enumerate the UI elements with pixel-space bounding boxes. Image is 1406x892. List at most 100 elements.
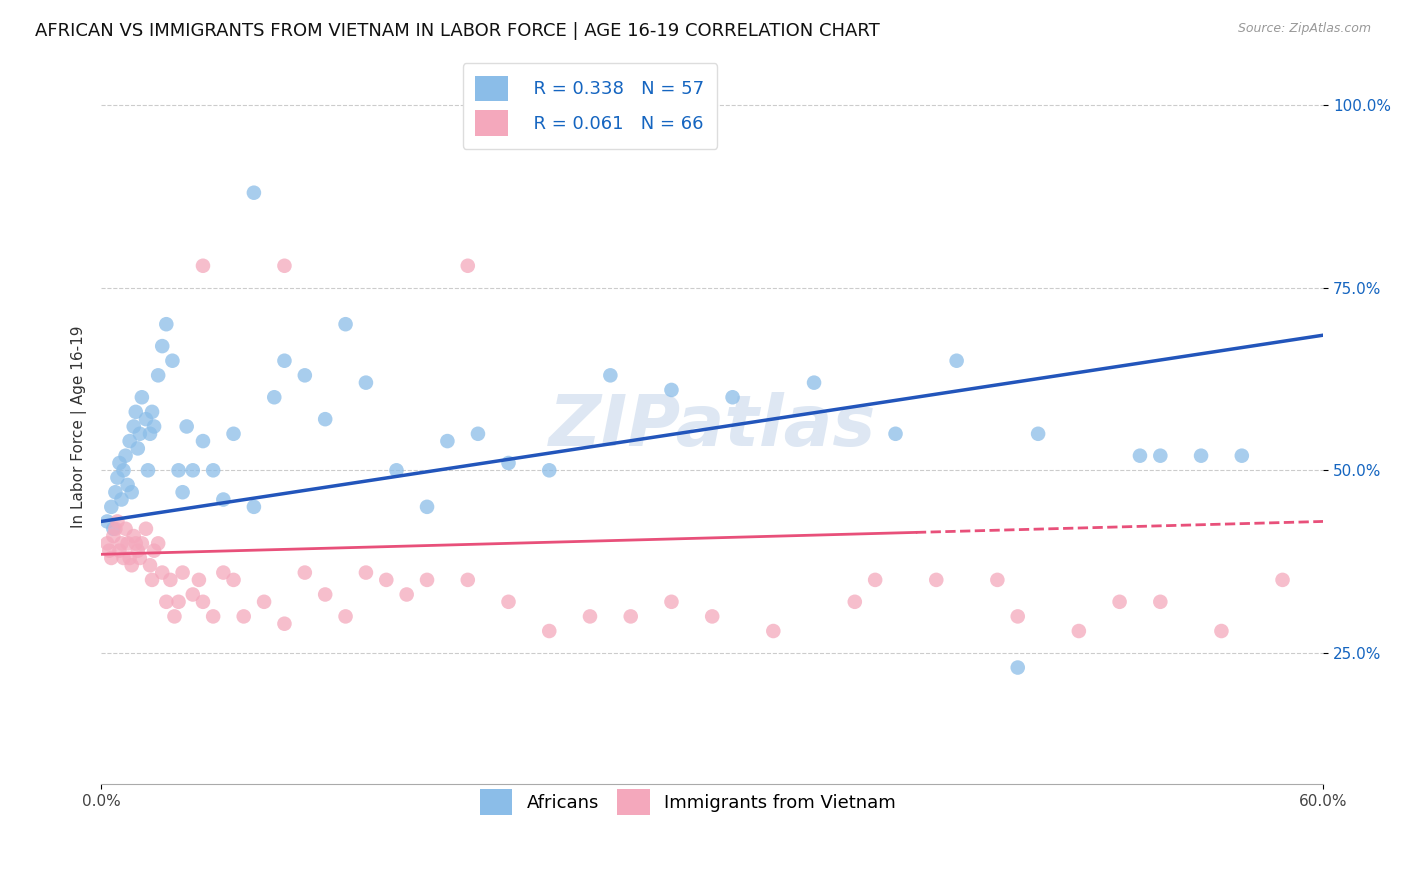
Point xyxy=(191,595,214,609)
Point xyxy=(135,522,157,536)
Point xyxy=(122,419,145,434)
Point xyxy=(1149,595,1171,609)
Point xyxy=(1007,660,1029,674)
Point xyxy=(263,390,285,404)
Point xyxy=(1026,426,1049,441)
Point xyxy=(273,616,295,631)
Point xyxy=(117,478,139,492)
Point xyxy=(162,353,184,368)
Point xyxy=(620,609,643,624)
Point xyxy=(222,426,245,441)
Point xyxy=(335,317,357,331)
Point xyxy=(212,492,235,507)
Point xyxy=(925,573,948,587)
Point xyxy=(181,587,204,601)
Point xyxy=(314,587,336,601)
Point xyxy=(579,609,602,624)
Point xyxy=(273,353,295,368)
Point xyxy=(294,368,316,383)
Point xyxy=(100,500,122,514)
Point xyxy=(150,339,173,353)
Legend: Africans, Immigrants from Vietnam: Africans, Immigrants from Vietnam xyxy=(468,779,907,825)
Point xyxy=(1189,449,1212,463)
Point xyxy=(986,573,1008,587)
Point xyxy=(146,368,169,383)
Point xyxy=(103,529,125,543)
Point xyxy=(118,434,141,448)
Point xyxy=(436,434,458,448)
Point xyxy=(1211,624,1233,638)
Point xyxy=(118,551,141,566)
Point xyxy=(762,624,785,638)
Point xyxy=(131,536,153,550)
Point xyxy=(128,551,150,566)
Point xyxy=(187,573,209,587)
Point xyxy=(884,426,907,441)
Point xyxy=(136,463,159,477)
Point xyxy=(159,573,181,587)
Point xyxy=(112,551,135,566)
Point xyxy=(108,456,131,470)
Point xyxy=(112,463,135,477)
Point xyxy=(107,515,129,529)
Point xyxy=(141,405,163,419)
Point xyxy=(117,536,139,550)
Point xyxy=(243,186,266,200)
Point xyxy=(127,543,149,558)
Point xyxy=(114,522,136,536)
Y-axis label: In Labor Force | Age 16-19: In Labor Force | Age 16-19 xyxy=(72,326,87,528)
Point xyxy=(122,529,145,543)
Point xyxy=(150,566,173,580)
Point xyxy=(146,536,169,550)
Point xyxy=(139,558,162,573)
Point xyxy=(661,595,683,609)
Point xyxy=(314,412,336,426)
Point xyxy=(108,543,131,558)
Point xyxy=(139,426,162,441)
Point xyxy=(1230,449,1253,463)
Point xyxy=(416,573,439,587)
Point xyxy=(467,426,489,441)
Point xyxy=(98,543,121,558)
Point xyxy=(125,405,148,419)
Point xyxy=(498,595,520,609)
Point xyxy=(1271,573,1294,587)
Point xyxy=(721,390,744,404)
Point xyxy=(538,624,561,638)
Point xyxy=(1108,595,1130,609)
Point xyxy=(273,259,295,273)
Point xyxy=(181,463,204,477)
Point xyxy=(172,485,194,500)
Point xyxy=(395,587,418,601)
Point xyxy=(96,515,118,529)
Point xyxy=(104,485,127,500)
Point xyxy=(354,566,377,580)
Point xyxy=(375,573,398,587)
Point xyxy=(354,376,377,390)
Point xyxy=(104,522,127,536)
Point xyxy=(96,536,118,550)
Point xyxy=(135,412,157,426)
Point xyxy=(498,456,520,470)
Text: ZIPatlas: ZIPatlas xyxy=(548,392,876,461)
Point xyxy=(202,609,225,624)
Point xyxy=(1067,624,1090,638)
Point xyxy=(945,353,967,368)
Point xyxy=(114,449,136,463)
Point xyxy=(863,573,886,587)
Point xyxy=(155,317,177,331)
Point xyxy=(172,566,194,580)
Point xyxy=(100,551,122,566)
Point xyxy=(131,390,153,404)
Point xyxy=(163,609,186,624)
Point xyxy=(416,500,439,514)
Point xyxy=(141,573,163,587)
Point xyxy=(143,543,166,558)
Point xyxy=(457,259,479,273)
Point xyxy=(127,442,149,456)
Text: Source: ZipAtlas.com: Source: ZipAtlas.com xyxy=(1237,22,1371,36)
Point xyxy=(107,470,129,484)
Point xyxy=(110,536,132,550)
Point xyxy=(128,426,150,441)
Text: AFRICAN VS IMMIGRANTS FROM VIETNAM IN LABOR FORCE | AGE 16-19 CORRELATION CHART: AFRICAN VS IMMIGRANTS FROM VIETNAM IN LA… xyxy=(35,22,880,40)
